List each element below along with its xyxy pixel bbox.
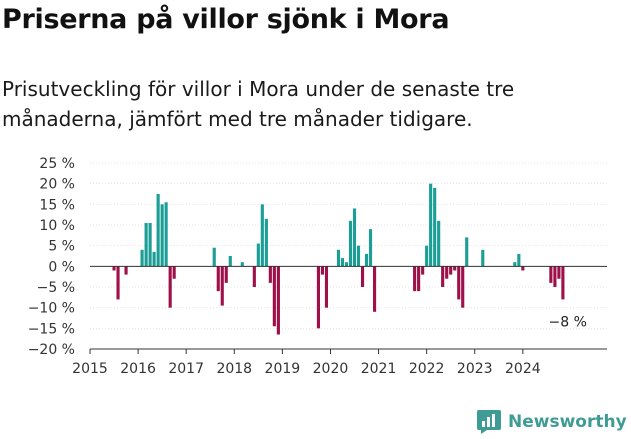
bar bbox=[228, 256, 232, 267]
bar bbox=[521, 266, 525, 271]
x-tick-label: 2015 bbox=[72, 361, 108, 377]
bar bbox=[553, 266, 557, 287]
bar bbox=[437, 220, 441, 267]
y-tick-label: 10 % bbox=[39, 218, 75, 234]
y-tick-label: 15 % bbox=[39, 197, 75, 213]
bar bbox=[356, 245, 361, 267]
chart-title: Priserna på villor sjönk i Mora bbox=[2, 4, 450, 35]
bar bbox=[336, 249, 341, 267]
bar bbox=[168, 266, 172, 308]
x-tick-label: 2016 bbox=[120, 361, 156, 377]
x-axis: 2015 2016 2017 2018 2019 2020 2021 2022 2023 2024 bbox=[72, 265, 607, 377]
bar bbox=[368, 229, 373, 267]
bar bbox=[461, 266, 465, 308]
bar bbox=[152, 251, 156, 267]
bar bbox=[276, 266, 280, 335]
bar bbox=[144, 222, 148, 267]
last-value-annotation: −8 % bbox=[549, 314, 587, 330]
bar bbox=[212, 247, 216, 267]
bar bbox=[140, 249, 144, 267]
x-tick-label: 2019 bbox=[265, 361, 301, 377]
y-tick-label: −5 % bbox=[37, 280, 75, 296]
bar bbox=[457, 266, 461, 300]
bar bbox=[224, 266, 228, 283]
bar bbox=[260, 204, 264, 267]
bar bbox=[320, 266, 324, 275]
bar-chart-icon bbox=[477, 410, 501, 434]
x-tick-label: 2024 bbox=[505, 361, 541, 377]
bar bbox=[112, 266, 116, 271]
bar bbox=[256, 243, 260, 267]
bar bbox=[344, 262, 349, 267]
bar bbox=[124, 266, 128, 275]
y-tick-label: −10 % bbox=[28, 301, 75, 317]
bar bbox=[240, 262, 244, 267]
x-tick-label: 2022 bbox=[409, 361, 445, 377]
bar bbox=[441, 266, 445, 287]
bar bbox=[513, 262, 517, 267]
bar bbox=[316, 266, 321, 329]
bars bbox=[112, 183, 565, 335]
bar-chart: 25 % 20 % 15 % 10 % 5 % 0 % −5 % −10 % −15 % −20 … bbox=[28, 156, 607, 377]
bar bbox=[517, 253, 521, 267]
y-tick-label: 25 % bbox=[39, 156, 75, 172]
y-axis-labels: 25 % 20 % 15 % 10 % 5 % 0 % −5 % −10 % −15 % −20 … bbox=[28, 156, 75, 358]
x-tick-label: 2021 bbox=[361, 361, 397, 377]
y-tick-label: 5 % bbox=[48, 239, 75, 255]
x-tick-label: 2018 bbox=[216, 361, 252, 377]
y-tick-label: −20 % bbox=[28, 342, 75, 358]
bar bbox=[352, 208, 357, 267]
bar bbox=[348, 220, 353, 267]
bar bbox=[429, 183, 433, 267]
bar bbox=[465, 237, 469, 267]
bar bbox=[252, 266, 256, 287]
bar bbox=[216, 266, 220, 292]
x-tick-label: 2020 bbox=[313, 361, 349, 377]
bar bbox=[360, 266, 365, 287]
bar bbox=[164, 202, 168, 267]
x-tick-label: 2017 bbox=[168, 361, 204, 377]
bar bbox=[220, 266, 224, 306]
bar bbox=[481, 249, 485, 267]
bar bbox=[148, 222, 152, 267]
y-tick-label: 0 % bbox=[48, 259, 75, 275]
bar bbox=[324, 266, 329, 308]
bar bbox=[445, 266, 449, 279]
bar bbox=[272, 266, 276, 327]
bar bbox=[156, 194, 160, 267]
bar bbox=[433, 187, 437, 267]
y-tick-label: 20 % bbox=[39, 177, 75, 193]
logo-text: Newsworthy bbox=[508, 412, 627, 432]
bar bbox=[264, 218, 268, 267]
bar bbox=[268, 266, 272, 283]
bar bbox=[417, 266, 421, 292]
bar bbox=[413, 266, 417, 292]
chart-subtitle: Prisutveckling för villor i Mora under d… bbox=[2, 77, 515, 131]
x-tick-label: 2023 bbox=[457, 361, 493, 377]
bar bbox=[557, 266, 561, 279]
bar bbox=[449, 266, 453, 275]
bar bbox=[425, 245, 429, 267]
bar bbox=[421, 266, 425, 275]
bar bbox=[160, 204, 164, 267]
bar bbox=[453, 266, 457, 271]
bar bbox=[116, 266, 120, 300]
bar bbox=[364, 253, 369, 267]
bar bbox=[373, 266, 377, 312]
newsworthy-logo: Newsworthy bbox=[476, 408, 627, 436]
bar bbox=[340, 258, 345, 267]
bar bbox=[172, 266, 176, 279]
bar bbox=[561, 266, 565, 300]
y-tick-label: −15 % bbox=[28, 321, 75, 337]
bar bbox=[549, 266, 553, 283]
